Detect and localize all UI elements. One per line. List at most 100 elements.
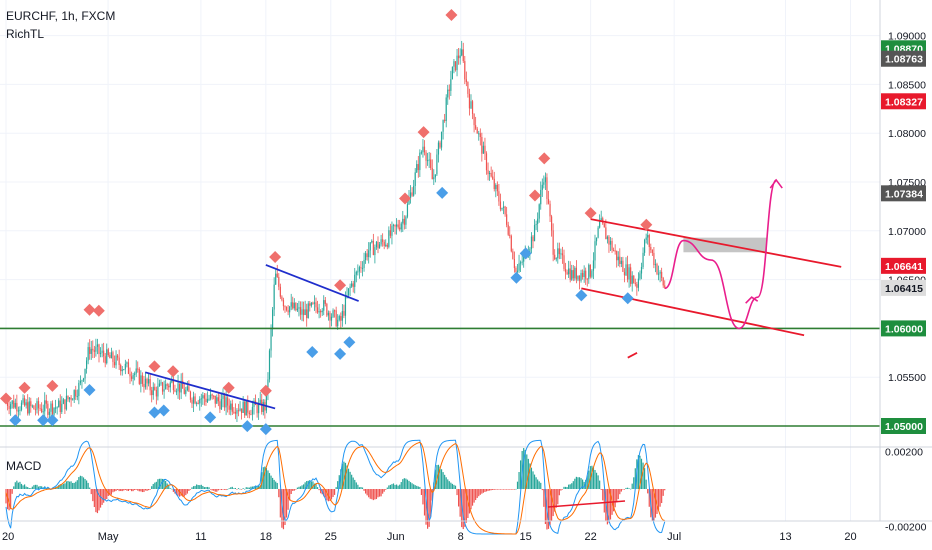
candle-body — [343, 311, 345, 316]
x-tick-label: 11 — [195, 531, 206, 543]
macd-histogram-bar — [439, 466, 441, 489]
candle-body — [380, 239, 382, 245]
candle-body — [168, 385, 170, 388]
candle-body — [129, 373, 131, 377]
macd-histogram-bar — [203, 487, 205, 489]
candle-body — [25, 402, 27, 406]
macd-histogram-bar — [566, 487, 568, 489]
candle-body — [321, 310, 323, 313]
candle-body — [231, 403, 233, 412]
candle-body — [113, 361, 116, 366]
macd-histogram-bar — [558, 489, 560, 496]
trendline — [590, 218, 842, 268]
symbol-title: EURCHF, 1h, FXCM — [6, 9, 116, 23]
candle-body — [180, 380, 182, 393]
macd-histogram-bar — [375, 489, 378, 500]
macd-histogram-bar — [11, 489, 13, 494]
candle-body — [445, 97, 447, 121]
candle-body — [653, 252, 655, 266]
candle-body — [104, 356, 106, 364]
candle-body — [552, 230, 554, 255]
macd-histogram-bar — [228, 488, 230, 489]
macd-histogram-bar — [82, 477, 85, 489]
macd-histogram-bar — [337, 481, 339, 489]
candle-body — [451, 66, 453, 80]
macd-histogram-bar — [132, 489, 134, 492]
candle-body — [90, 348, 92, 354]
macd-histogram-bar — [471, 489, 474, 506]
macd-histogram-bar — [39, 486, 41, 489]
macd-histogram-bar — [520, 460, 522, 489]
pivot-markers — [0, 8, 653, 436]
candle-body — [644, 239, 646, 253]
candle-body — [157, 386, 159, 397]
macd-histogram-bar — [213, 489, 215, 491]
candle-body — [72, 399, 74, 401]
candle-body — [33, 405, 35, 410]
pivot-low-marker — [148, 406, 161, 419]
candle-body — [611, 240, 613, 251]
candle-body — [307, 303, 309, 319]
macd-histogram-bar — [130, 489, 133, 492]
candle-body — [219, 401, 221, 410]
candle-body — [282, 300, 285, 307]
macd-histogram-bar — [230, 487, 232, 489]
candle-body — [121, 369, 123, 372]
candle-body — [521, 261, 523, 263]
macd-histogram-bar — [326, 489, 328, 501]
candle-body — [363, 259, 365, 268]
candle-body — [245, 400, 247, 416]
candle-body — [574, 267, 576, 279]
macd-histogram-bar — [313, 483, 316, 489]
candle-body — [475, 125, 477, 129]
candle-body — [510, 235, 512, 252]
candle-body — [423, 146, 426, 153]
macd-histogram-bar — [299, 486, 302, 489]
candle-body — [568, 268, 570, 275]
macd-histogram-bar — [423, 489, 426, 516]
x-tick-label: May — [98, 531, 119, 543]
macd-histogram-bar — [185, 489, 187, 496]
macd-histogram-bar — [225, 489, 227, 491]
candle-body — [189, 391, 192, 400]
candle-body — [354, 274, 356, 287]
candle-body — [96, 344, 99, 347]
macd-histogram-bar — [70, 481, 72, 489]
macd-histogram-bar — [247, 487, 249, 489]
macd-histogram-bar — [413, 484, 415, 489]
macd-histogram-bar — [10, 489, 12, 510]
candle-body — [182, 380, 184, 389]
candle-body — [324, 300, 326, 304]
candle-body — [366, 253, 368, 258]
candle-body — [444, 119, 446, 121]
macd-histogram-bar — [470, 489, 472, 510]
candle-body — [48, 411, 50, 415]
pivot-low-marker — [259, 423, 272, 436]
macd-histogram-bar — [533, 474, 536, 489]
candle-body — [538, 204, 540, 219]
macd-histogram-bar — [572, 481, 574, 489]
candle-body — [289, 306, 291, 313]
candle-body — [459, 55, 461, 59]
macd-histogram-bar — [103, 489, 105, 503]
candle-body — [58, 400, 60, 408]
candle-body — [270, 329, 272, 351]
candle-body — [533, 225, 536, 242]
macd-histogram-bar — [608, 489, 610, 523]
candle-body — [400, 223, 402, 230]
candle-body — [237, 410, 240, 412]
candle-body — [603, 223, 605, 228]
candle-body — [124, 363, 126, 370]
pivot-high-marker — [92, 304, 105, 317]
candle-body — [546, 177, 548, 199]
pivot-low-marker — [343, 336, 356, 349]
macd-histogram-bar — [168, 485, 170, 489]
candle-body — [98, 344, 100, 354]
candle-body — [478, 133, 480, 135]
candle-body — [506, 214, 508, 225]
projection-path — [664, 179, 778, 330]
x-tick-label: 22 — [585, 531, 597, 543]
candle-body — [225, 397, 227, 408]
macd-histogram-bar — [64, 483, 66, 489]
pivot-high-marker — [0, 392, 12, 405]
